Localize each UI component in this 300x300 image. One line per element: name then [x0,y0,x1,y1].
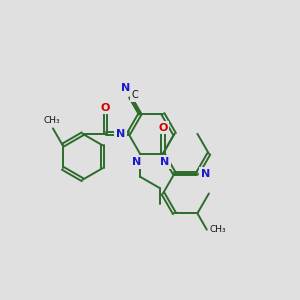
Text: N: N [201,169,210,178]
Text: O: O [158,123,168,133]
Text: CH₃: CH₃ [210,225,226,234]
Text: C: C [132,90,138,100]
Text: CH₃: CH₃ [43,116,60,124]
Text: N: N [116,129,125,139]
Text: N: N [160,157,169,167]
Text: N: N [121,83,130,93]
Text: O: O [101,103,110,113]
Text: N: N [132,157,142,167]
